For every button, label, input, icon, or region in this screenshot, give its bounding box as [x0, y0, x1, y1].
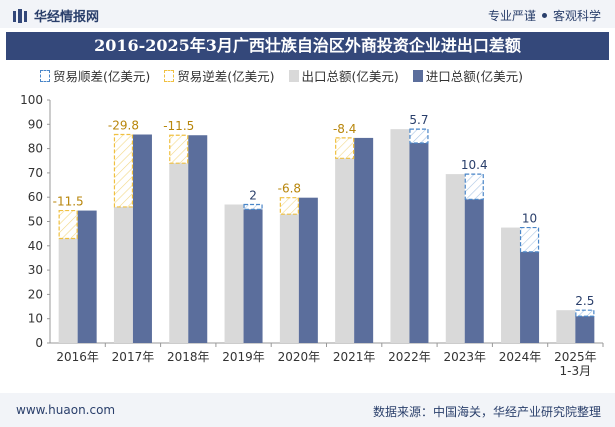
- balance-label: 2.5: [575, 294, 594, 308]
- export-bar: [501, 227, 521, 343]
- brand: 华经情报网: [12, 6, 99, 25]
- export-bar: [445, 174, 465, 343]
- y-tick-label: 10: [28, 312, 43, 326]
- export-bar: [279, 214, 299, 343]
- y-tick-label: 80: [28, 142, 43, 156]
- brand-name: 华经情报网: [34, 10, 100, 25]
- export-bar: [390, 129, 410, 343]
- chart-title: 2016-2025年3月广西壮族自治区外商投资企业进出口差额: [6, 32, 609, 60]
- import-bar: [188, 135, 208, 343]
- x-tick-label: 2016年: [56, 350, 99, 364]
- import-bar: [77, 210, 97, 343]
- export-bar: [335, 158, 355, 343]
- tag-professional: 专业严谨: [487, 9, 536, 23]
- legend-deficit: 贸易逆差(亿美元): [164, 66, 275, 85]
- legend-import-swatch: [412, 69, 423, 82]
- legend-surplus-swatch: [40, 69, 50, 82]
- x-tick-label: 2017年: [112, 350, 155, 364]
- import-bar: [243, 209, 263, 343]
- y-tick-label: 90: [28, 117, 43, 131]
- export-bar: [58, 238, 78, 343]
- y-tick-label: 70: [28, 166, 43, 180]
- import-bar: [464, 199, 484, 343]
- import-bar: [520, 251, 540, 343]
- tag-objective: 客观科学: [552, 9, 601, 23]
- x-tick-label: 1-3月: [560, 364, 592, 378]
- bar-chart: 0 10 20 30 40 50 60 70 80 90 100 -11.5 2016年 -29.8 201…: [20, 93, 604, 378]
- header-tags: 专业严谨 客观科学: [488, 7, 601, 24]
- balance-label: -6.8: [278, 182, 301, 196]
- import-bar: [354, 137, 374, 343]
- y-tick-label: 100: [20, 93, 43, 107]
- balance-label: 5.7: [409, 113, 428, 127]
- export-bar: [556, 310, 576, 343]
- surplus-bar: [409, 128, 429, 144]
- export-bar: [224, 204, 244, 343]
- legend-surplus: 贸易顺差(亿美元): [40, 66, 150, 85]
- footer: www.huaon.com 数据来源：中国海关，华经产业研究院整理: [0, 393, 615, 427]
- import-bar: [409, 143, 429, 343]
- x-tick-label: 2022年: [388, 350, 431, 364]
- import-bar: [575, 316, 595, 343]
- export-bar: [169, 163, 189, 343]
- x-tick-label: 2024年: [499, 350, 542, 364]
- balance-label: -11.5: [163, 119, 194, 133]
- x-tick-label: 2019年: [222, 350, 265, 364]
- legend-export-label: 出口总额(亿美元): [301, 69, 399, 84]
- legend-surplus-label: 贸易顺差(亿美元): [53, 69, 151, 84]
- legend-deficit-swatch: [164, 69, 175, 82]
- balance-label: 2: [249, 188, 257, 202]
- import-bar: [298, 197, 318, 343]
- balance-label: -11.5: [53, 195, 84, 209]
- top-bar: 华经情报网 专业严谨 客观科学: [0, 0, 615, 28]
- plot-area: 0 10 20 30 40 50 60 70 80 90 100 -11.5 2016年 -29.8 201…: [20, 93, 604, 378]
- chart-legend: 贸易顺差(亿美元) 贸易逆差(亿美元) 出口总额(亿美元) 进口总额(亿美元): [40, 66, 523, 85]
- y-tick-label: 0: [35, 336, 43, 350]
- deficit-bar: [335, 137, 355, 159]
- x-tick-label: 2020年: [278, 350, 321, 364]
- surplus-bar: [464, 173, 484, 200]
- deficit-bar: [169, 134, 189, 164]
- balance-label: 10.4: [461, 158, 488, 172]
- x-tick-label: 2023年: [443, 350, 486, 364]
- surplus-bar: [575, 309, 595, 317]
- x-tick-label: 2025年: [554, 350, 597, 364]
- export-bar: [113, 206, 133, 343]
- x-tick-label: 2018年: [167, 350, 210, 364]
- legend-import-label: 进口总额(亿美元): [425, 69, 524, 84]
- legend-import: 进口总额(亿美元): [412, 66, 524, 85]
- y-tick-label: 40: [28, 239, 43, 253]
- balance-label: -8.4: [333, 122, 356, 136]
- x-tick-label: 2021年: [333, 350, 376, 364]
- deficit-bar: [113, 133, 134, 208]
- y-tick-label: 30: [28, 263, 43, 277]
- deficit-bar: [279, 197, 299, 215]
- footer-site: www.huaon.com: [16, 403, 116, 417]
- y-tick-label: 60: [28, 190, 43, 204]
- surplus-bar: [243, 203, 263, 210]
- y-tick-label: 20: [28, 287, 43, 301]
- huajing-logo-icon: [13, 8, 27, 23]
- surplus-bar: [519, 226, 540, 253]
- y-tick-label: 50: [28, 215, 43, 229]
- legend-deficit-label: 贸易逆差(亿美元): [177, 69, 275, 84]
- import-bar: [132, 134, 152, 343]
- legend-export: 出口总额(亿美元): [288, 66, 399, 85]
- deficit-bar: [58, 209, 78, 240]
- balance-label: 10: [522, 212, 537, 226]
- legend-export-swatch: [288, 69, 299, 82]
- bullet-dot-icon: [541, 13, 547, 18]
- footer-source: 数据来源：中国海关，华经产业研究院整理: [372, 405, 601, 419]
- balance-label: -29.8: [108, 119, 139, 133]
